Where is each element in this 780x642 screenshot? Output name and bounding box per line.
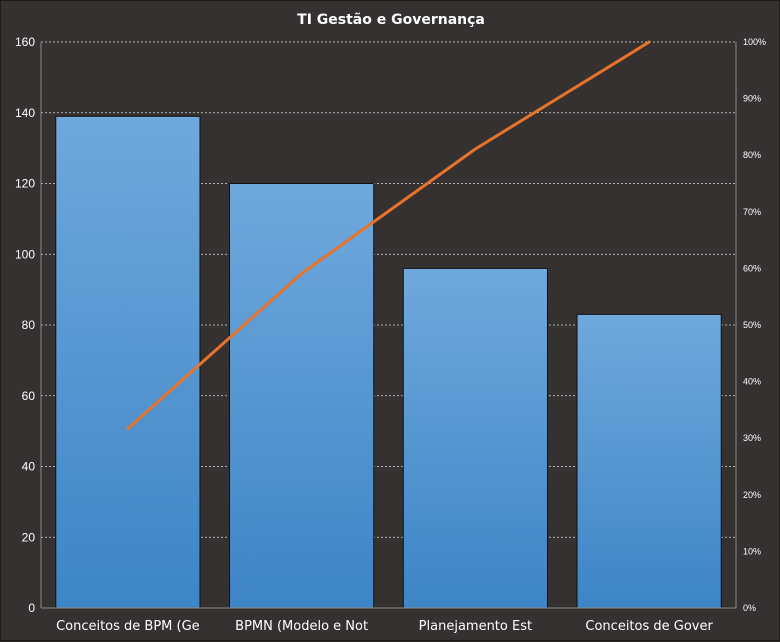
x-tick-label: Conceitos de Gover [585, 619, 713, 634]
chart-title: TI Gestão e Governança [297, 12, 485, 28]
y2-tick-label: 0% [743, 603, 756, 613]
bar [229, 183, 375, 609]
axes: 0 20 40 60 80 100 120 140 160 0% 10% 20% 30% 40% 50% 60… [15, 35, 766, 634]
bar [402, 267, 548, 609]
y-tick-label: 60 [22, 389, 36, 403]
y2-tick-label: 90% [743, 94, 761, 104]
y-tick-label: 100 [15, 247, 35, 261]
bar [55, 115, 201, 609]
y-tick-label: 20 [22, 530, 36, 544]
y-tick-label: 80 [22, 318, 36, 332]
y2-tick-label: 60% [743, 263, 761, 273]
bar [576, 313, 722, 609]
y2-tick-label: 70% [743, 207, 761, 217]
y2-tick-label: 10% [743, 546, 761, 556]
cumulative-line [126, 40, 651, 431]
y2-tick-label: 20% [743, 490, 761, 500]
x-tick-label: BPMN (Modelo e Not [235, 619, 368, 634]
y2-tick-label: 80% [743, 150, 761, 160]
x-tick-label: Planejamento Est [419, 619, 532, 634]
y-tick-label: 40 [22, 460, 36, 474]
cumulative-line-path [126, 40, 651, 431]
y-tick-label: 140 [15, 106, 35, 120]
y2-tick-label: 30% [743, 433, 761, 443]
bars [55, 115, 722, 609]
y-tick-label: 0 [28, 601, 35, 615]
y2-tick-label: 40% [743, 377, 761, 387]
y2-tick-label: 50% [743, 320, 761, 330]
x-tick-label: Conceitos de BPM (Ge [56, 619, 200, 634]
y-tick-label: 120 [15, 177, 35, 191]
y2-tick-label: 100% [743, 37, 766, 47]
y-tick-label: 160 [15, 35, 35, 49]
